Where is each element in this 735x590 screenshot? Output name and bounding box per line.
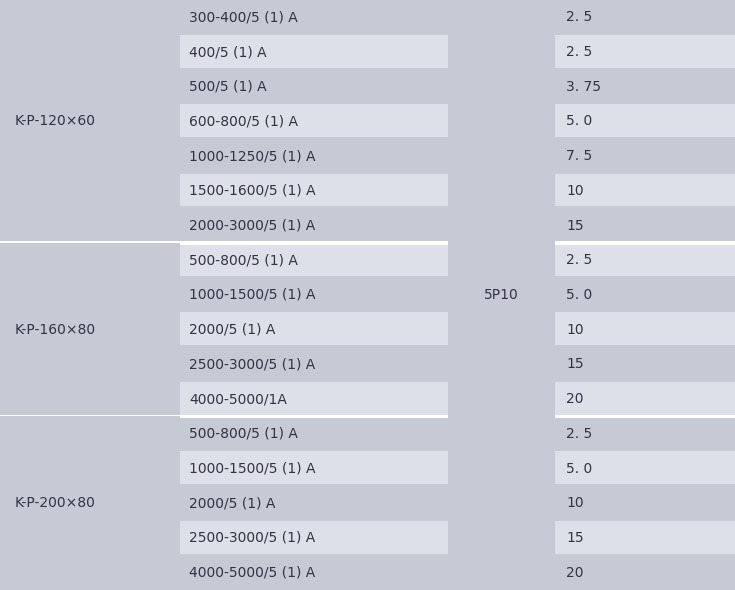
Text: 5P10: 5P10 xyxy=(484,288,519,302)
Text: K-P-120×60: K-P-120×60 xyxy=(15,114,96,129)
Bar xyxy=(555,173,735,206)
Bar xyxy=(180,243,448,276)
Text: 5. 0: 5. 0 xyxy=(566,114,592,129)
Bar xyxy=(555,104,735,137)
Bar xyxy=(180,70,448,102)
Bar xyxy=(555,70,735,102)
Bar xyxy=(0,417,180,590)
Text: 10: 10 xyxy=(566,323,584,337)
Bar xyxy=(180,382,448,415)
Text: K-P-160×80: K-P-160×80 xyxy=(15,323,96,337)
Text: 500/5 (1) A: 500/5 (1) A xyxy=(189,80,267,94)
Text: 5. 0: 5. 0 xyxy=(566,461,592,476)
Text: 15: 15 xyxy=(566,531,584,545)
Bar xyxy=(555,312,735,345)
Bar xyxy=(180,104,448,137)
Text: 10: 10 xyxy=(566,496,584,510)
Text: 500-800/5 (1) A: 500-800/5 (1) A xyxy=(189,427,298,441)
Text: 2500-3000/5 (1) A: 2500-3000/5 (1) A xyxy=(189,358,315,372)
Bar xyxy=(180,35,448,68)
Text: K-P-200×80: K-P-200×80 xyxy=(15,496,96,510)
Bar xyxy=(555,382,735,415)
Bar xyxy=(555,520,735,553)
Text: 10: 10 xyxy=(566,184,584,198)
Text: 2. 5: 2. 5 xyxy=(566,11,592,24)
Text: 1000-1500/5 (1) A: 1000-1500/5 (1) A xyxy=(189,461,315,476)
Bar xyxy=(555,35,735,68)
Bar xyxy=(555,417,735,450)
Text: 4000-5000/1A: 4000-5000/1A xyxy=(189,392,287,406)
Bar xyxy=(180,347,448,380)
Bar xyxy=(180,555,448,588)
Text: 500-800/5 (1) A: 500-800/5 (1) A xyxy=(189,253,298,267)
Text: 2500-3000/5 (1) A: 2500-3000/5 (1) A xyxy=(189,531,315,545)
Bar xyxy=(180,278,448,310)
Text: 1500-1600/5 (1) A: 1500-1600/5 (1) A xyxy=(189,184,315,198)
Bar xyxy=(555,347,735,380)
Bar xyxy=(0,0,180,243)
Text: 7. 5: 7. 5 xyxy=(566,149,592,163)
Text: 2000-3000/5 (1) A: 2000-3000/5 (1) A xyxy=(189,218,315,232)
Text: 15: 15 xyxy=(566,358,584,372)
Text: 2. 5: 2. 5 xyxy=(566,253,592,267)
Text: 4000-5000/5 (1) A: 4000-5000/5 (1) A xyxy=(189,566,315,579)
Bar xyxy=(180,417,448,450)
Text: 2. 5: 2. 5 xyxy=(566,45,592,59)
Bar xyxy=(555,139,735,172)
Bar xyxy=(180,520,448,553)
Bar xyxy=(180,312,448,345)
Bar xyxy=(555,555,735,588)
Text: 1000-1250/5 (1) A: 1000-1250/5 (1) A xyxy=(189,149,315,163)
Text: 2000/5 (1) A: 2000/5 (1) A xyxy=(189,496,276,510)
Bar xyxy=(555,486,735,519)
Text: 300-400/5 (1) A: 300-400/5 (1) A xyxy=(189,11,298,24)
Bar xyxy=(180,486,448,519)
Bar xyxy=(555,0,735,33)
Bar xyxy=(555,451,735,484)
Text: 2. 5: 2. 5 xyxy=(566,427,592,441)
Text: 15: 15 xyxy=(566,218,584,232)
Bar xyxy=(448,0,555,590)
Text: 600-800/5 (1) A: 600-800/5 (1) A xyxy=(189,114,298,129)
Bar xyxy=(555,208,735,241)
Bar xyxy=(180,451,448,484)
Bar xyxy=(555,278,735,310)
Text: 20: 20 xyxy=(566,392,584,406)
Bar xyxy=(0,241,735,245)
Bar xyxy=(555,243,735,276)
Text: 5. 0: 5. 0 xyxy=(566,288,592,302)
Text: 2000/5 (1) A: 2000/5 (1) A xyxy=(189,323,276,337)
Bar xyxy=(180,139,448,172)
Text: 400/5 (1) A: 400/5 (1) A xyxy=(189,45,267,59)
Bar xyxy=(0,415,735,418)
Bar xyxy=(180,173,448,206)
Text: 1000-1500/5 (1) A: 1000-1500/5 (1) A xyxy=(189,288,315,302)
Bar xyxy=(180,208,448,241)
Text: 20: 20 xyxy=(566,566,584,579)
Text: 3. 75: 3. 75 xyxy=(566,80,601,94)
Bar xyxy=(180,0,448,33)
Bar xyxy=(0,243,180,417)
